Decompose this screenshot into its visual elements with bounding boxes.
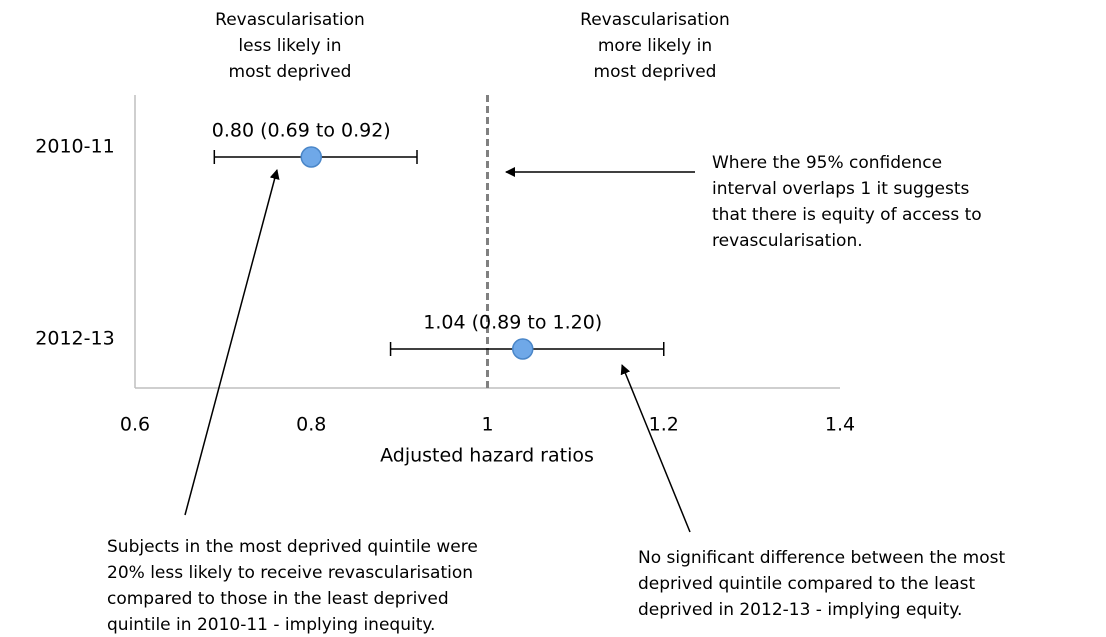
header-text: most deprived — [594, 62, 717, 82]
annotation: interval overlaps 1 it suggests — [712, 179, 970, 199]
value-label: 0.80 (0.69 to 0.92) — [212, 120, 391, 142]
annotation: Subjects in the most deprived quintile w… — [107, 537, 478, 557]
x-tick-label: 0.8 — [296, 414, 326, 436]
annotation: quintile in 2010-11 - implying inequity. — [107, 615, 435, 635]
point — [512, 338, 534, 360]
arrow — [184, 169, 280, 516]
header-text: more likely in — [598, 36, 712, 56]
y-tick-label: 2010-11 — [35, 136, 114, 158]
annotation: revascularisation. — [712, 231, 863, 251]
x-tick-label: 1.4 — [825, 414, 855, 436]
x-tick-label: 0.6 — [120, 414, 150, 436]
x-axis-title: Adjusted hazard ratios — [380, 445, 594, 467]
x-tick-label: 1 — [481, 414, 493, 436]
point — [300, 146, 322, 168]
annotation: that there is equity of access to — [712, 205, 982, 225]
annotation: 20% less likely to receive revascularisa… — [107, 563, 473, 583]
annotation: deprived quintile compared to the least — [638, 574, 976, 594]
header-text: most deprived — [229, 62, 352, 82]
arrow — [620, 364, 691, 533]
annotation: compared to those in the least deprived — [107, 589, 449, 609]
annotation: deprived in 2012-13 - implying equity. — [638, 600, 962, 620]
annotation: No significant difference between the mo… — [638, 548, 1005, 568]
header-text: less likely in — [238, 36, 341, 56]
header-text: Revascularisation — [215, 10, 365, 30]
x-tick-label: 1.2 — [649, 414, 679, 436]
y-tick-label: 2012-13 — [35, 328, 114, 350]
annotation: Where the 95% confidence — [712, 153, 942, 173]
header-text: Revascularisation — [580, 10, 730, 30]
value-label: 1.04 (0.89 to 1.20) — [423, 312, 602, 334]
